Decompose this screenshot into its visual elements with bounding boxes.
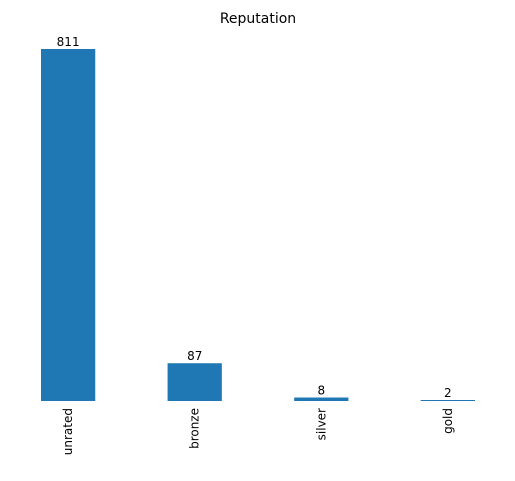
data-label-gold: 2 <box>444 386 452 400</box>
bars-layer <box>41 49 475 401</box>
data-label-bronze: 87 <box>187 349 202 363</box>
x-tick-label-bronze: bronze <box>188 408 202 449</box>
data-label-unrated: 811 <box>57 35 80 49</box>
bar-bronze <box>167 363 222 401</box>
x-tick-label-unrated: unrated <box>61 408 75 455</box>
bar-silver <box>294 397 349 401</box>
x-tick-label-gold: gold <box>441 408 455 434</box>
data-labels-layer: 811 87 8 2 <box>57 35 452 400</box>
bar-unrated <box>41 49 96 401</box>
x-tick-labels-layer: unrated bronze silver gold <box>61 408 455 455</box>
data-label-silver: 8 <box>317 384 325 398</box>
x-tick-label-silver: silver <box>314 408 328 440</box>
chart-title: Reputation <box>220 11 296 27</box>
bar-gold <box>420 400 475 401</box>
